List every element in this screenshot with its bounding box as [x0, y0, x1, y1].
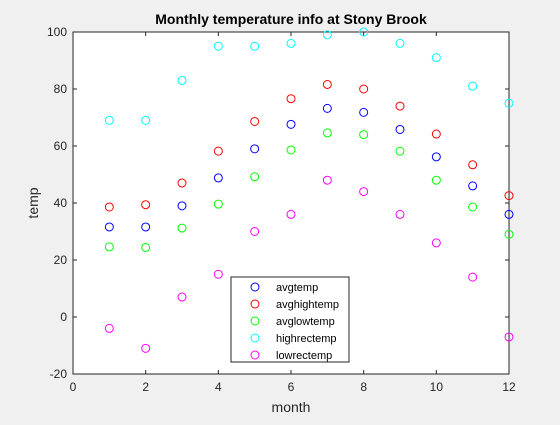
data-point-highrectemp: [359, 27, 369, 37]
x-tick-label: 6: [288, 380, 295, 394]
data-point-lowrectemp: [504, 332, 514, 342]
y-tick-label: 80: [54, 82, 68, 96]
data-point-highrectemp: [250, 41, 260, 51]
data-point-avgtemp: [213, 173, 223, 183]
data-point-avglowtemp: [104, 242, 114, 252]
data-point-avglowtemp: [177, 223, 187, 233]
points-layer: [104, 27, 514, 353]
x-tick-label: 8: [360, 380, 367, 394]
data-point-avgtemp: [322, 103, 332, 113]
legend: avgtemp avghightemp avglowtemp highrectemp l…: [230, 276, 350, 363]
legend-marker-highrectemp: [250, 333, 260, 343]
data-point-avghightemp: [104, 202, 114, 212]
data-point-avglowtemp: [213, 199, 223, 209]
legend-box: [230, 276, 350, 363]
data-point-highrectemp: [213, 41, 223, 51]
y-tick-label: 100: [47, 25, 67, 39]
legend-label-lowrectemp: lowrectemp: [276, 350, 332, 362]
data-point-avglowtemp: [468, 202, 478, 212]
series-avglowtemp: [104, 128, 514, 252]
legend-label-highrectemp: highrectemp: [276, 333, 337, 345]
data-point-avglowtemp: [322, 128, 332, 138]
data-point-avglowtemp: [286, 145, 296, 155]
data-point-avghightemp: [250, 116, 260, 126]
data-point-lowrectemp: [104, 323, 114, 333]
data-point-highrectemp: [286, 38, 296, 48]
x-tick-label: 2: [142, 380, 149, 394]
legend-marker-avghightemp: [250, 299, 260, 309]
series-highrectemp: [104, 27, 514, 125]
legend-marker-avgtemp: [250, 282, 260, 292]
data-point-lowrectemp: [141, 343, 151, 353]
data-point-highrectemp: [431, 53, 441, 63]
data-point-highrectemp: [177, 75, 187, 85]
data-point-avglowtemp: [141, 242, 151, 252]
series-avghightemp: [104, 79, 514, 212]
data-point-avghightemp: [141, 200, 151, 210]
data-point-highrectemp: [468, 81, 478, 91]
y-axis-label: temp: [25, 187, 41, 218]
x-axis-label: month: [272, 399, 311, 415]
data-point-avgtemp: [286, 119, 296, 129]
legend-label-avghightemp: avghightemp: [276, 299, 339, 311]
data-point-lowrectemp: [395, 209, 405, 219]
data-point-lowrectemp: [359, 187, 369, 197]
data-point-highrectemp: [322, 30, 332, 40]
y-tick-label: 0: [60, 310, 67, 324]
data-point-avglowtemp: [431, 175, 441, 185]
data-point-avghightemp: [286, 94, 296, 104]
data-point-avghightemp: [468, 160, 478, 170]
data-point-avgtemp: [250, 144, 260, 154]
data-point-lowrectemp: [177, 292, 187, 302]
data-point-highrectemp: [141, 115, 151, 125]
data-point-avglowtemp: [250, 172, 260, 182]
y-tick-label: 20: [54, 253, 68, 267]
legend-marker-lowrectemp: [250, 350, 260, 360]
data-point-avglowtemp: [395, 146, 405, 156]
data-point-avghightemp: [431, 129, 441, 139]
data-point-lowrectemp: [250, 227, 260, 236]
data-point-lowrectemp: [468, 272, 478, 282]
data-point-avgtemp: [468, 181, 478, 191]
data-point-avghightemp: [322, 79, 332, 89]
data-point-highrectemp: [104, 115, 114, 125]
data-point-avgtemp: [177, 201, 187, 211]
x-tick-label: 0: [70, 380, 77, 394]
chart-title: Monthly temperature info at Stony Brook: [155, 11, 427, 27]
legend-marker-avglowtemp: [250, 316, 260, 326]
series-lowrectemp: [104, 175, 514, 353]
x-tick-label: 4: [215, 380, 222, 394]
data-point-lowrectemp: [213, 269, 223, 279]
x-tick-label: 12: [502, 380, 516, 394]
legend-label-avglowtemp: avglowtemp: [276, 316, 335, 328]
legend-label-avgtemp: avgtemp: [276, 282, 318, 294]
data-point-lowrectemp: [286, 209, 296, 219]
legend-items: avgtemp avghightemp avglowtemp highrectemp l…: [250, 282, 339, 362]
data-point-highrectemp: [504, 98, 514, 108]
data-point-highrectemp: [395, 38, 405, 48]
data-point-lowrectemp: [431, 238, 441, 248]
data-point-avgtemp: [431, 152, 441, 162]
data-point-avghightemp: [504, 191, 514, 201]
data-point-avgtemp: [504, 209, 514, 219]
y-tick-label: -20: [50, 367, 68, 381]
data-point-avghightemp: [359, 84, 369, 94]
data-point-avghightemp: [213, 146, 223, 156]
data-point-lowrectemp: [322, 175, 332, 185]
data-point-avgtemp: [359, 107, 369, 117]
y-tick-label: 40: [54, 196, 68, 210]
data-point-avghightemp: [177, 178, 187, 188]
y-tick-label: 60: [54, 139, 68, 153]
series-avgtemp: [104, 103, 514, 232]
data-point-avglowtemp: [359, 130, 369, 140]
data-point-avglowtemp: [504, 229, 514, 239]
data-point-avgtemp: [104, 222, 114, 232]
data-point-avgtemp: [395, 124, 405, 134]
data-point-avghightemp: [395, 101, 405, 111]
data-point-avgtemp: [141, 222, 151, 232]
x-tick-label: 10: [430, 380, 444, 394]
